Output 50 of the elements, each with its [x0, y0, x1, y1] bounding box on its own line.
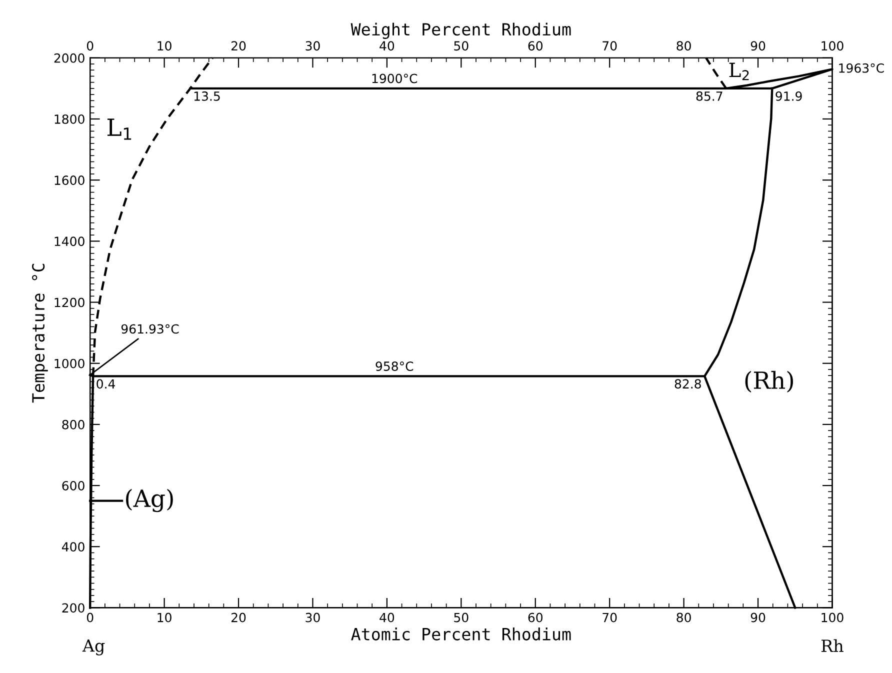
x2-tick-label: 0 [86, 41, 94, 51]
x2-tick-label: 10 [158, 41, 172, 51]
x-tick-label: 20 [231, 612, 246, 622]
y-tick-label: 800 [62, 420, 84, 430]
y-tick-label: 2000 [54, 53, 84, 63]
annotation: 85.7 [696, 91, 722, 101]
text: Rh [822, 639, 844, 652]
y-tick-label: 1000 [54, 358, 84, 368]
x2-tick-label: 90 [750, 41, 766, 51]
y-tick-label: 1800 [54, 114, 84, 124]
x-axis-title: Atomic Percent Rhodium [351, 628, 571, 640]
x2-axis-title: Weight Percent Rhodium [350, 22, 571, 39]
x2-tick-label: 20 [231, 41, 246, 51]
annotation: (Rh) [745, 370, 793, 392]
x-tick-label: 70 [602, 612, 617, 622]
x2-tick-label: 30 [306, 41, 320, 51]
x2-tick-label: 70 [602, 41, 617, 51]
x-tick-label: 40 [380, 612, 394, 622]
y-tick-label: 1200 [54, 298, 84, 308]
x2-tick-label: 60 [528, 41, 542, 51]
annotation: 1900°C [372, 74, 418, 84]
y-axis-title: Temperature °C [32, 264, 48, 403]
x-tick-label: 90 [750, 612, 766, 622]
annotation: L$_{2}$ [729, 62, 749, 80]
x-tick-label: 100 [822, 612, 844, 622]
y-tick-label: 400 [62, 542, 84, 552]
x2-tick-label: 40 [380, 41, 394, 51]
x2-tick-label: 50 [454, 41, 468, 51]
annotation: 82.8 [674, 379, 701, 389]
x-tick-label: 10 [158, 612, 172, 622]
x2-tick-label: 100 [822, 41, 844, 51]
x-tick-label: 80 [676, 612, 691, 622]
x-tick-label: 50 [454, 612, 468, 622]
y-tick-label: 600 [62, 481, 84, 490]
annotation: 0.4 [96, 379, 116, 389]
x-tick-label: 0 [86, 612, 94, 622]
y-tick-label: 1600 [54, 176, 84, 185]
annotation: L$_{1}$ [108, 118, 132, 140]
y-tick-label: 1400 [54, 236, 84, 246]
annotation: 13.5 [194, 91, 220, 101]
text: Ag [82, 640, 105, 656]
annotation: (Ag) [126, 488, 173, 512]
annotation: 91.9 [776, 91, 802, 101]
annotation: 958°C [376, 362, 414, 371]
annotation: 1963°C [839, 63, 884, 73]
x2-tick-label: 80 [676, 41, 691, 51]
x-tick-label: 30 [306, 612, 320, 622]
y-tick-label: 200 [62, 603, 84, 613]
annotation: 961.93°C [121, 324, 179, 334]
x-tick-label: 60 [528, 612, 542, 622]
